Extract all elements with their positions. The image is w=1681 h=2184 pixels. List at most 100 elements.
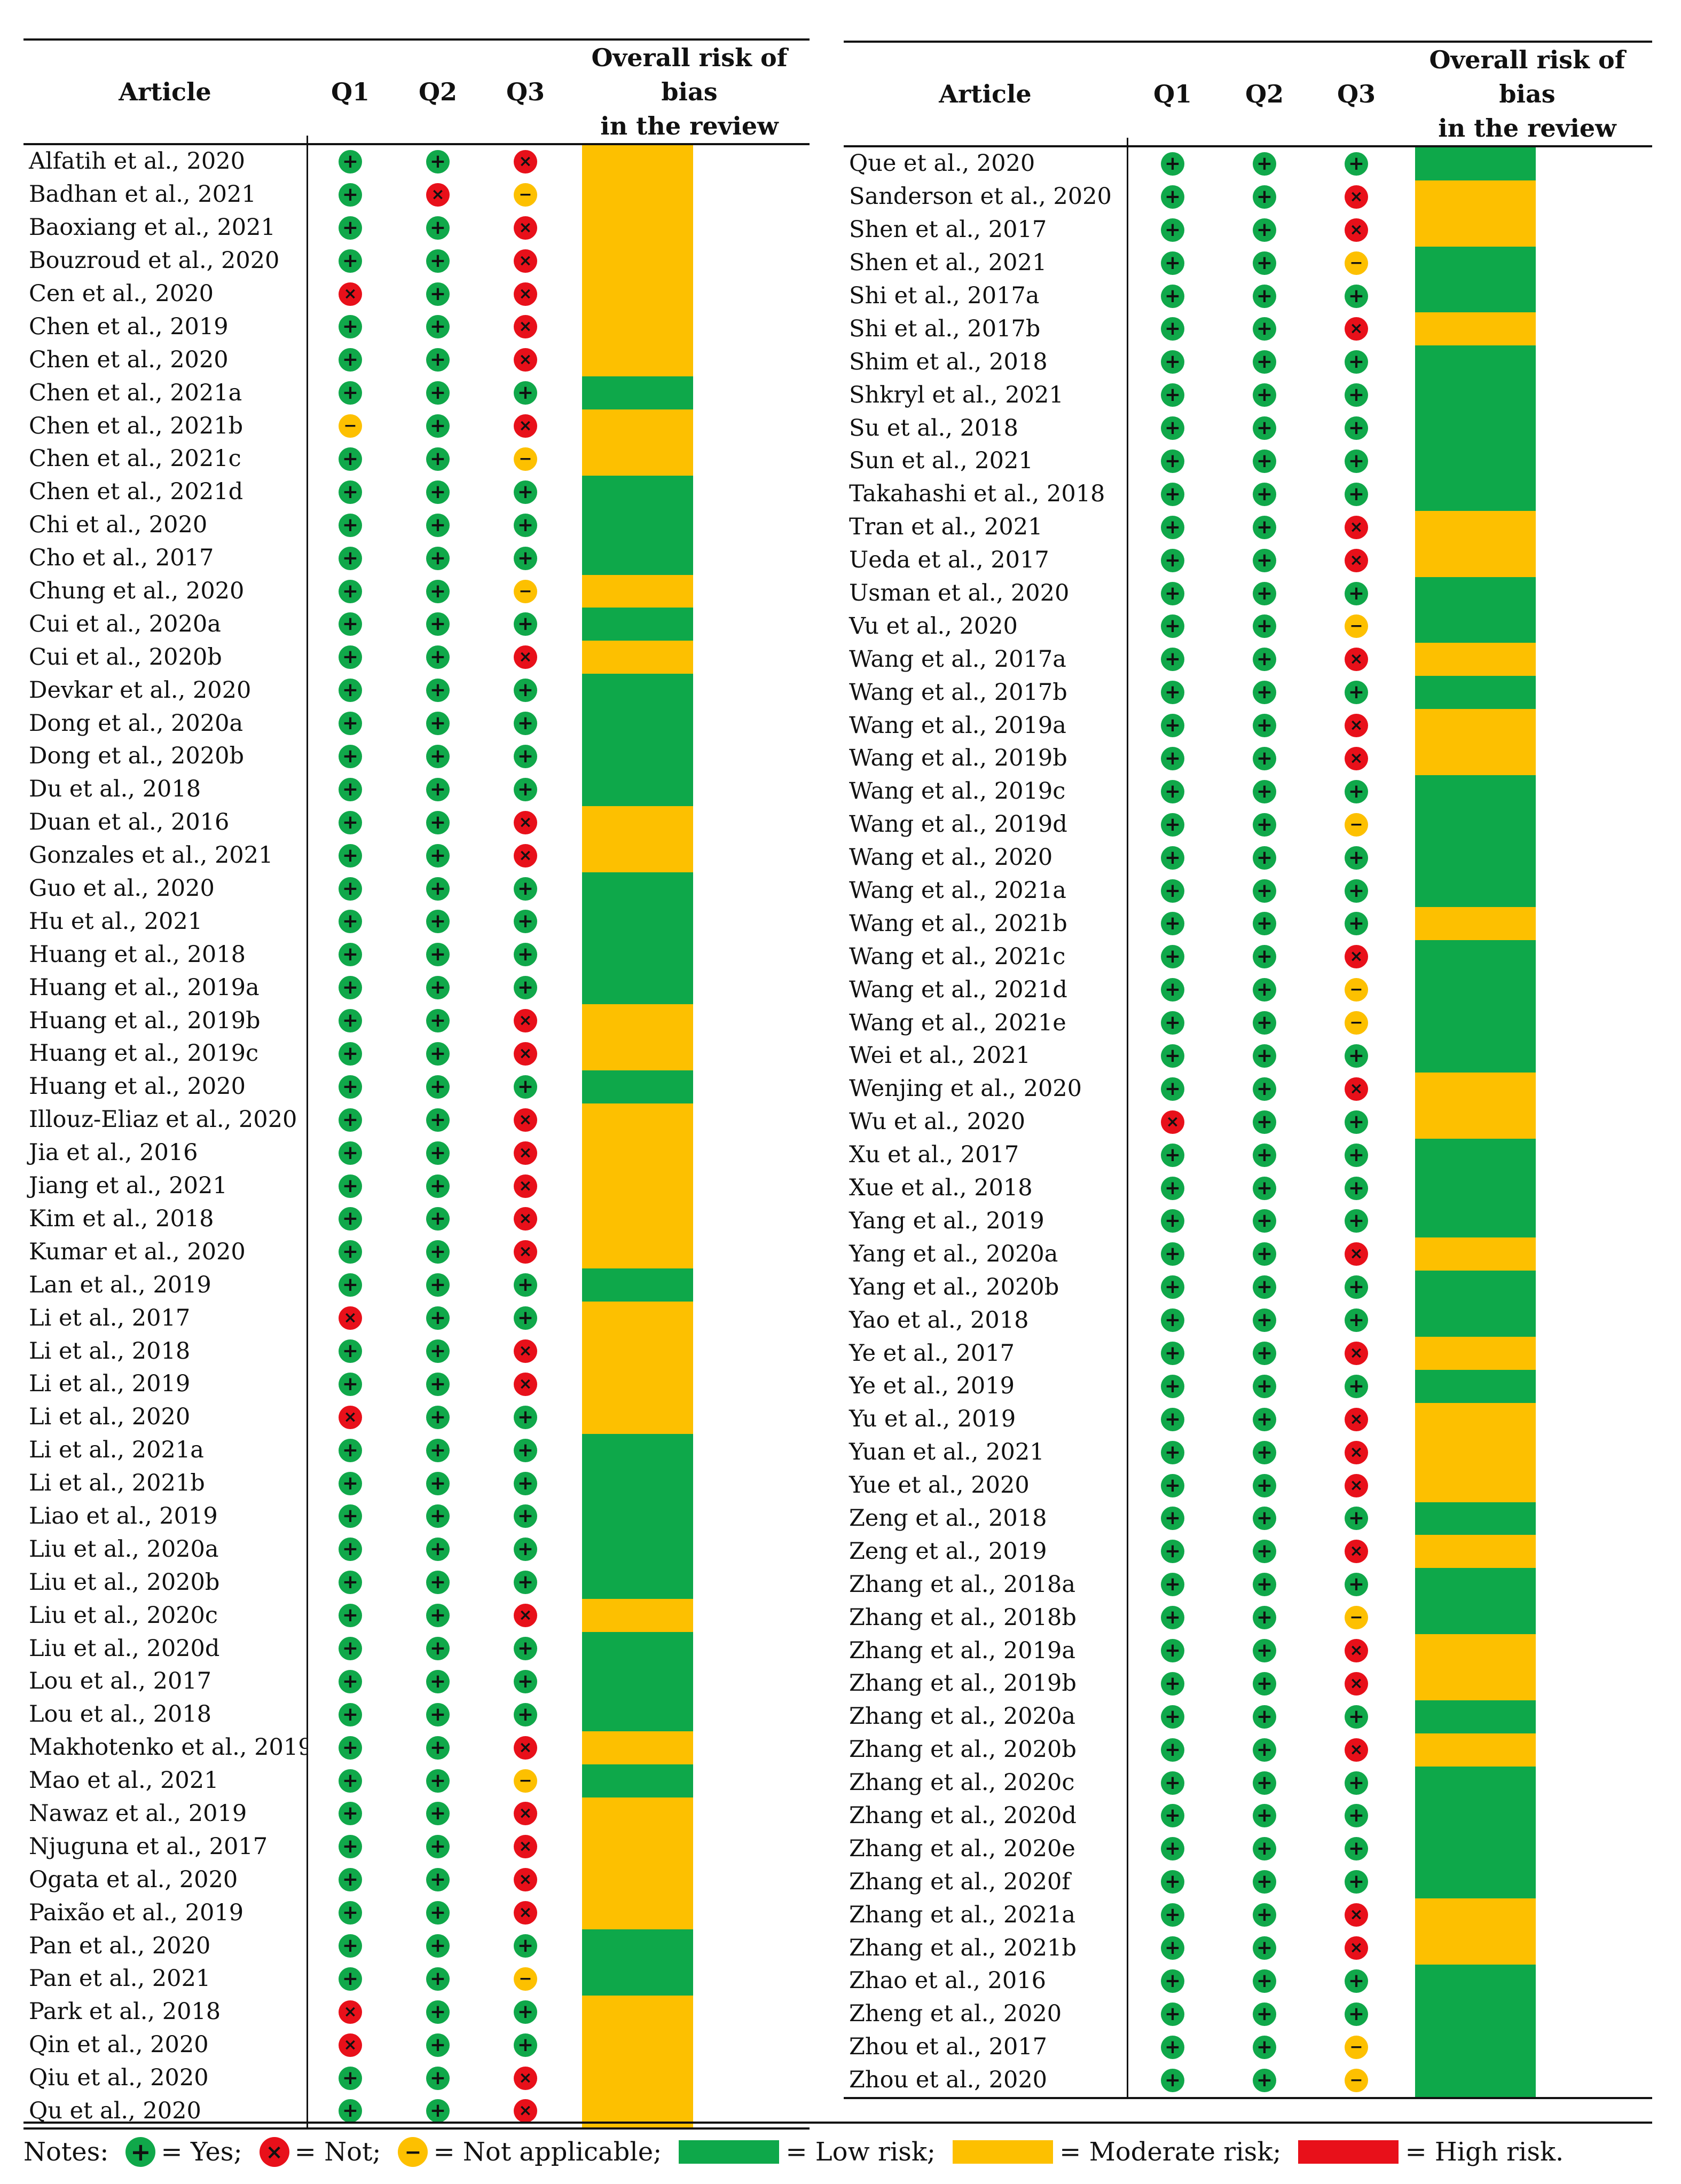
low-risk-bar	[1415, 445, 1536, 478]
article-cell: Zhang et al., 2020b	[849, 1736, 1077, 1763]
cross-circle-icon	[514, 282, 537, 306]
table-row: Cui et al., 2020b	[23, 641, 810, 674]
plus-circle-icon	[426, 1538, 450, 1562]
q1-cell	[1127, 478, 1219, 511]
q3-cell	[1310, 1998, 1402, 2031]
article-cell: Yuan et al., 2021	[849, 1439, 1044, 1466]
table-row: Zhang et al., 2018b	[844, 1601, 1652, 1635]
overall-risk-cell	[1402, 1402, 1652, 1436]
q1-cell	[307, 1665, 394, 1698]
table-row: Huang et al., 2020	[23, 1070, 810, 1103]
overall-risk-cell	[569, 971, 810, 1005]
overall-risk-cell	[569, 1632, 810, 1665]
legend-high: = High risk.	[1287, 2137, 1564, 2167]
q2-cell	[394, 1929, 482, 1962]
q3-cell	[1310, 1634, 1402, 1667]
table-row: Li et al., 2021b	[23, 1466, 810, 1500]
q3-cell	[1310, 1568, 1402, 1601]
cross-circle-icon	[1345, 1342, 1368, 1365]
header-row: Article Q1 Q2 Q3 Overall risk of bias in…	[23, 38, 810, 145]
q1-cell	[1127, 610, 1219, 643]
q1-cell	[1127, 2031, 1219, 2064]
plus-circle-icon	[339, 1009, 362, 1033]
moderate-risk-bar	[582, 211, 693, 245]
plus-circle-icon	[426, 1471, 450, 1495]
plus-circle-icon	[514, 1669, 537, 1693]
plus-circle-icon	[514, 744, 537, 768]
plus-circle-icon	[339, 546, 362, 570]
cross-circle-icon	[1161, 1110, 1184, 1134]
q2-cell	[394, 971, 482, 1004]
overall-risk-cell	[1402, 973, 1652, 1007]
q1-cell	[1127, 841, 1219, 874]
plus-circle-icon	[1253, 614, 1276, 638]
table-row: Li et al., 2021a	[23, 1433, 810, 1467]
plus-circle-icon	[426, 810, 450, 834]
cross-circle-icon	[1345, 945, 1368, 969]
plus-circle-icon	[1161, 1903, 1184, 1927]
table-row: Zhou et al., 2017	[844, 2030, 1652, 2064]
plus-circle-icon	[1253, 1639, 1276, 1663]
table-row: Huang et al., 2018	[23, 938, 810, 972]
q1-cell	[307, 1500, 394, 1533]
table-row: Shkryl et al., 2021	[844, 379, 1652, 412]
overall-risk-cell	[569, 1830, 810, 1864]
table-row: Su et al., 2018	[844, 412, 1652, 445]
plus-circle-icon	[514, 943, 537, 967]
moderate-risk-bar	[1415, 1733, 1536, 1767]
q3-cell	[482, 707, 569, 740]
article-cell: Shi et al., 2017b	[849, 315, 1041, 342]
plus-circle-icon	[426, 414, 450, 438]
q3-cell	[1310, 1039, 1402, 1073]
plus-circle-icon	[426, 1108, 450, 1132]
table-row: Yue et al., 2020	[844, 1469, 1652, 1502]
table-row: Shim et al., 2018	[844, 345, 1652, 379]
q2-cell	[1219, 1205, 1310, 1238]
plus-circle-icon	[1161, 1440, 1184, 1464]
q3-cell	[1310, 874, 1402, 908]
q3-cell	[482, 839, 569, 872]
q2-cell	[394, 1665, 482, 1698]
plus-circle-icon	[339, 679, 362, 703]
cross-circle-icon	[1345, 1936, 1368, 1960]
legend-not-label: = Not;	[294, 2137, 381, 2167]
q3-cell	[482, 1004, 569, 1037]
moderate-risk-bar	[582, 1202, 693, 1236]
plus-circle-icon	[514, 1405, 537, 1429]
plus-circle-icon	[1253, 416, 1276, 440]
low-risk-bar	[582, 1764, 693, 1797]
table-row: Jiang et al., 2021	[23, 1169, 810, 1203]
cross-circle-icon	[1345, 1440, 1368, 1464]
q2-cell	[394, 443, 482, 476]
table-row: Li et al., 2018	[23, 1335, 810, 1368]
cross-circle-icon	[514, 1835, 537, 1859]
overall-risk-cell	[1402, 412, 1652, 445]
article-cell: Du et al., 2018	[29, 776, 201, 803]
moderate-risk-bar	[582, 1797, 693, 1831]
plus-circle-icon	[1161, 912, 1184, 936]
q1-cell	[307, 211, 394, 245]
plus-circle-icon	[339, 612, 362, 636]
overall-risk-cell	[569, 1764, 810, 1797]
q3-cell	[482, 575, 569, 608]
table-row: Zhang et al., 2020a	[844, 1700, 1652, 1733]
plus-circle-icon	[1161, 1209, 1184, 1233]
table-row: Shi et al., 2017a	[844, 279, 1652, 313]
plus-circle-icon	[1161, 581, 1184, 605]
low-risk-bar	[1415, 279, 1536, 313]
table-row: Nawaz et al., 2019	[23, 1797, 810, 1831]
article-cell: Jia et al., 2016	[29, 1139, 198, 1166]
q1-cell	[1127, 379, 1219, 412]
overall-risk-cell	[1402, 246, 1652, 280]
article-cell: Wang et al., 2021e	[849, 1009, 1066, 1036]
low-risk-bar	[1415, 577, 1536, 610]
plus-circle-icon	[1253, 1176, 1276, 1200]
article-cell: Yu et al., 2019	[849, 1406, 1016, 1433]
table-row: Wang et al., 2021e	[844, 1006, 1652, 1040]
cross-circle-icon	[514, 216, 537, 240]
plus-circle-icon	[1161, 548, 1184, 572]
minus-circle-icon	[514, 1769, 537, 1793]
plus-circle-icon	[426, 447, 450, 471]
plus-circle-icon	[1345, 1044, 1368, 1068]
q2-cell	[394, 1170, 482, 1203]
